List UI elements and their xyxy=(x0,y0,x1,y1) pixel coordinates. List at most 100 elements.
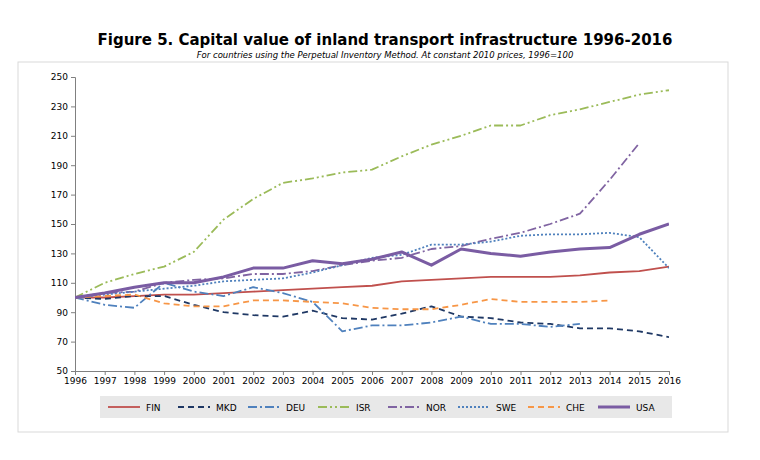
legend-label: DEU xyxy=(286,403,305,413)
x-tick-label: 2016 xyxy=(658,376,681,386)
x-tick-mark xyxy=(550,371,551,375)
x-tick-label: 2001 xyxy=(213,376,236,386)
x-tick: 2003 xyxy=(272,371,295,386)
x-tick-label: 2015 xyxy=(628,376,651,386)
legend-swatch xyxy=(598,406,630,409)
y-tick: 150 xyxy=(51,219,75,229)
x-tick: 2001 xyxy=(213,371,236,386)
x-tick-label: 2010 xyxy=(480,376,503,386)
legend-label: NOR xyxy=(426,403,446,413)
legend-label: ISR xyxy=(356,403,371,413)
y-axis: 507090110130150170190210230250 xyxy=(51,72,76,376)
x-tick: 2006 xyxy=(361,371,384,386)
x-tick-mark xyxy=(283,371,284,375)
x-tick-mark xyxy=(491,371,492,375)
plot-area xyxy=(75,90,669,337)
x-tick-mark xyxy=(75,371,76,375)
y-tick: 170 xyxy=(51,190,75,200)
y-tick-label: 190 xyxy=(51,161,68,171)
series-line xyxy=(75,224,669,298)
y-tick-mark xyxy=(71,342,75,343)
y-tick-label: 250 xyxy=(51,72,68,82)
chart-frame xyxy=(18,62,728,432)
x-tick-mark xyxy=(402,371,403,375)
x-tick-label: 2011 xyxy=(510,376,533,386)
x-tick-label: 2005 xyxy=(331,376,354,386)
x-tick-mark xyxy=(313,371,314,375)
y-tick: 90 xyxy=(57,308,75,318)
x-tick-label: 1998 xyxy=(123,376,146,386)
x-tick-mark xyxy=(431,371,432,375)
x-tick-mark xyxy=(194,371,195,375)
x-tick-label: 1996 xyxy=(64,376,87,386)
x-tick-mark xyxy=(461,371,462,375)
series-line xyxy=(75,295,610,310)
legend-label: FIN xyxy=(146,403,161,413)
x-tick-mark xyxy=(342,371,343,375)
legend-swatch xyxy=(318,406,350,408)
y-tick-mark xyxy=(71,312,75,313)
x-tick: 2008 xyxy=(420,371,443,386)
x-tick: 2000 xyxy=(183,371,206,386)
x-tick: 2011 xyxy=(510,371,533,386)
x-tick: 2005 xyxy=(331,371,354,386)
chart: Figure 5. Capital value of inland transp… xyxy=(0,0,760,460)
y-tick-label: 110 xyxy=(51,278,68,288)
x-tick-mark xyxy=(669,371,670,375)
y-axis-line xyxy=(71,78,76,372)
x-tick-label: 2012 xyxy=(539,376,562,386)
series-line xyxy=(75,233,669,298)
x-tick-label: 2003 xyxy=(272,376,295,386)
x-tick-label: 2000 xyxy=(183,376,206,386)
y-tick: 230 xyxy=(51,102,75,112)
y-tick-mark xyxy=(71,224,75,225)
x-tick: 2014 xyxy=(599,371,622,386)
x-tick: 1996 xyxy=(64,371,87,386)
y-tick-mark xyxy=(71,106,75,107)
y-tick-mark xyxy=(71,371,75,372)
series-line xyxy=(75,143,639,297)
x-tick: 2012 xyxy=(539,371,562,386)
y-tick-label: 210 xyxy=(51,131,68,141)
x-tick-mark xyxy=(639,371,640,375)
x-tick-mark xyxy=(610,371,611,375)
x-tick: 2013 xyxy=(569,371,592,386)
x-tick-label: 2007 xyxy=(391,376,414,386)
y-tick-mark xyxy=(71,77,75,78)
x-tick-label: 2008 xyxy=(420,376,443,386)
x-tick-label: 1997 xyxy=(94,376,117,386)
legend-label: SWE xyxy=(496,403,517,413)
y-tick-label: 170 xyxy=(51,190,68,200)
x-tick: 2015 xyxy=(628,371,651,386)
legend-label: MKD xyxy=(216,403,237,413)
x-tick-label: 2009 xyxy=(450,376,473,386)
legend: FINMKDDEUISRNORSWECHEUSA xyxy=(100,396,672,418)
legend-swatch xyxy=(388,406,420,408)
x-tick-label: 2013 xyxy=(569,376,592,386)
y-tick: 190 xyxy=(51,161,75,171)
x-tick: 2002 xyxy=(242,371,265,386)
legend-swatch xyxy=(248,406,280,408)
x-tick: 1999 xyxy=(153,371,176,386)
subtitle: For countries using the Perpetual Invent… xyxy=(197,50,574,60)
x-tick-mark xyxy=(105,371,106,375)
x-tick-mark xyxy=(372,371,373,375)
series-line xyxy=(75,90,669,297)
y-tick: 210 xyxy=(51,131,75,141)
x-tick-mark xyxy=(224,371,225,375)
y-tick-label: 150 xyxy=(51,219,68,229)
x-tick: 2009 xyxy=(450,371,473,386)
x-tick-mark xyxy=(521,371,522,375)
x-tick-mark xyxy=(580,371,581,375)
legend-label: USA xyxy=(636,403,655,413)
x-tick-mark xyxy=(253,371,254,375)
legend-box xyxy=(100,396,672,418)
y-tick: 250 xyxy=(51,72,75,82)
legend-swatch xyxy=(528,406,560,408)
y-tick-mark xyxy=(71,253,75,254)
legend-swatch xyxy=(108,406,140,408)
y-tick: 110 xyxy=(51,278,75,288)
y-tick-mark xyxy=(71,165,75,166)
title: Figure 5. Capital value of inland transp… xyxy=(98,31,673,49)
y-tick-label: 230 xyxy=(51,102,68,112)
